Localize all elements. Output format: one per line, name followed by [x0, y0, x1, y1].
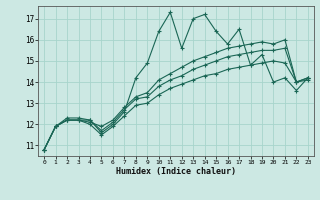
X-axis label: Humidex (Indice chaleur): Humidex (Indice chaleur) [116, 167, 236, 176]
